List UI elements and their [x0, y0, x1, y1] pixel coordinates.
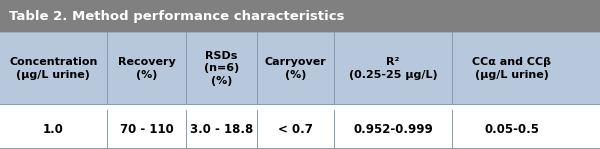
- Text: 3.0 - 18.8: 3.0 - 18.8: [190, 123, 253, 136]
- Text: RSDs: RSDs: [205, 51, 238, 60]
- Bar: [0, 32, 600, 104]
- Text: 0.05-0.5: 0.05-0.5: [484, 123, 539, 136]
- Text: (µg/L urine): (µg/L urine): [475, 69, 549, 80]
- Text: R²: R²: [386, 57, 400, 67]
- Text: 70 - 110: 70 - 110: [119, 123, 173, 136]
- Text: (µg/L urine): (µg/L urine): [16, 69, 91, 80]
- Text: (%): (%): [211, 76, 232, 86]
- Text: 0.952-0.999: 0.952-0.999: [353, 123, 433, 136]
- Text: < 0.7: < 0.7: [278, 123, 313, 136]
- Bar: [0, 0, 600, 32]
- Bar: [0, 104, 600, 110]
- Text: (%): (%): [284, 69, 306, 80]
- Text: Table 2. Method performance characteristics: Table 2. Method performance characterist…: [9, 10, 344, 22]
- Bar: [0, 110, 600, 149]
- Text: (n=6): (n=6): [204, 63, 239, 73]
- Text: 1.0: 1.0: [43, 123, 64, 136]
- Text: Carryover: Carryover: [265, 57, 326, 67]
- Text: Concentration: Concentration: [9, 57, 98, 67]
- Text: CCα and CCβ: CCα and CCβ: [472, 57, 551, 67]
- Text: (0.25-25 µg/L): (0.25-25 µg/L): [349, 69, 437, 80]
- Text: (%): (%): [136, 69, 157, 80]
- Text: Recovery: Recovery: [118, 57, 175, 67]
